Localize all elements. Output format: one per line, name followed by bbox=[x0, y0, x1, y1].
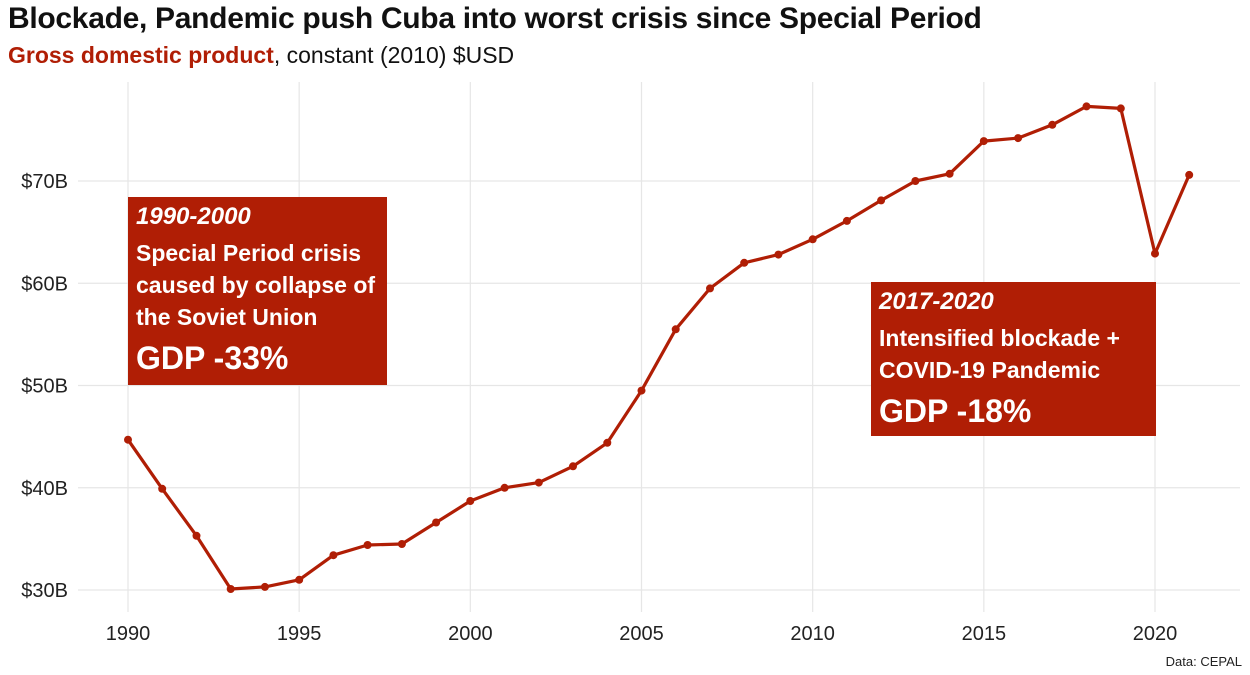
gdp-data-point bbox=[432, 518, 441, 527]
gdp-data-point bbox=[1048, 120, 1057, 129]
gdp-data-point bbox=[774, 250, 783, 259]
gdp-data-point bbox=[945, 169, 954, 178]
gdp-data-point bbox=[295, 575, 304, 584]
gdp-data-point bbox=[466, 497, 475, 505]
gdp-data-point bbox=[1151, 249, 1159, 258]
x-tick-label: 2000 bbox=[448, 623, 493, 645]
subtitle-highlight: Gross domestic product bbox=[8, 42, 274, 68]
annotation-text: Intensified blockade + COVID-19 Pandemic bbox=[879, 325, 1120, 383]
gdp-data-point bbox=[1014, 134, 1023, 143]
gdp-data-point bbox=[1185, 170, 1194, 179]
gdp-data-point bbox=[569, 462, 577, 471]
gdp-data-point bbox=[226, 585, 235, 593]
gdp-series-line bbox=[126, 104, 1191, 591]
chart-subtitle: Gross domestic product, constant (2010) … bbox=[8, 42, 514, 69]
gdp-data-point bbox=[842, 216, 851, 225]
gdp-data-point bbox=[671, 325, 680, 334]
subtitle-rest: , constant (2010) $USD bbox=[273, 42, 515, 68]
annotation-special-period: 1990-2000 Special Period crisis caused b… bbox=[128, 197, 387, 385]
annotation-text: Special Period crisis caused by collapse… bbox=[136, 240, 376, 330]
x-tick-label: 2015 bbox=[962, 623, 1007, 645]
x-tick-label: 2010 bbox=[790, 623, 835, 645]
tick-layer: 1990 1995 2000 2005 2010 2015 2020 $30B $40B $50B… bbox=[21, 171, 1177, 645]
gdp-data-point bbox=[1116, 104, 1125, 113]
gdp-data-point bbox=[363, 541, 372, 549]
series-layer bbox=[124, 102, 1194, 593]
gdp-data-point bbox=[260, 582, 269, 591]
y-tick-label: $70B bbox=[21, 171, 68, 193]
gdp-data-point bbox=[534, 478, 543, 487]
annotation-period: 2017-2020 bbox=[879, 288, 994, 315]
gdp-data-point bbox=[706, 284, 714, 293]
annotation-change: GDP -33% bbox=[136, 340, 289, 376]
gdp-data-point bbox=[500, 483, 509, 492]
gdp-data-point bbox=[397, 540, 406, 548]
annotation-change: GDP -18% bbox=[879, 393, 1032, 429]
gdp-data-point bbox=[124, 435, 132, 444]
gdp-data-point bbox=[979, 137, 988, 146]
gdp-data-point bbox=[911, 177, 920, 185]
gdp-data-point bbox=[1082, 102, 1091, 111]
x-tick-label: 1995 bbox=[277, 623, 322, 645]
gdp-data-point bbox=[329, 551, 338, 560]
gdp-data-point bbox=[637, 386, 646, 395]
gdp-data-point bbox=[740, 258, 749, 267]
x-tick-label: 1990 bbox=[106, 623, 151, 645]
y-tick-label: $40B bbox=[21, 478, 68, 500]
gdp-data-point bbox=[877, 196, 886, 205]
gdp-data-point bbox=[808, 235, 817, 244]
y-tick-label: $60B bbox=[21, 273, 68, 295]
annotation-blockade-pandemic: 2017-2020 Intensified blockade + COVID-1… bbox=[871, 282, 1156, 436]
x-tick-label: 2005 bbox=[619, 623, 664, 645]
gdp-data-point bbox=[158, 484, 167, 493]
annotation-period: 1990-2000 bbox=[136, 203, 251, 230]
x-tick-label: 2020 bbox=[1133, 623, 1178, 645]
gdp-data-point bbox=[192, 531, 201, 540]
y-tick-label: $30B bbox=[21, 580, 68, 602]
y-tick-label: $50B bbox=[21, 376, 68, 398]
data-source: Data: CEPAL bbox=[1165, 654, 1242, 669]
gdp-data-point bbox=[603, 438, 612, 447]
chart-title: Blockade, Pandemic push Cuba into worst … bbox=[8, 2, 982, 35]
